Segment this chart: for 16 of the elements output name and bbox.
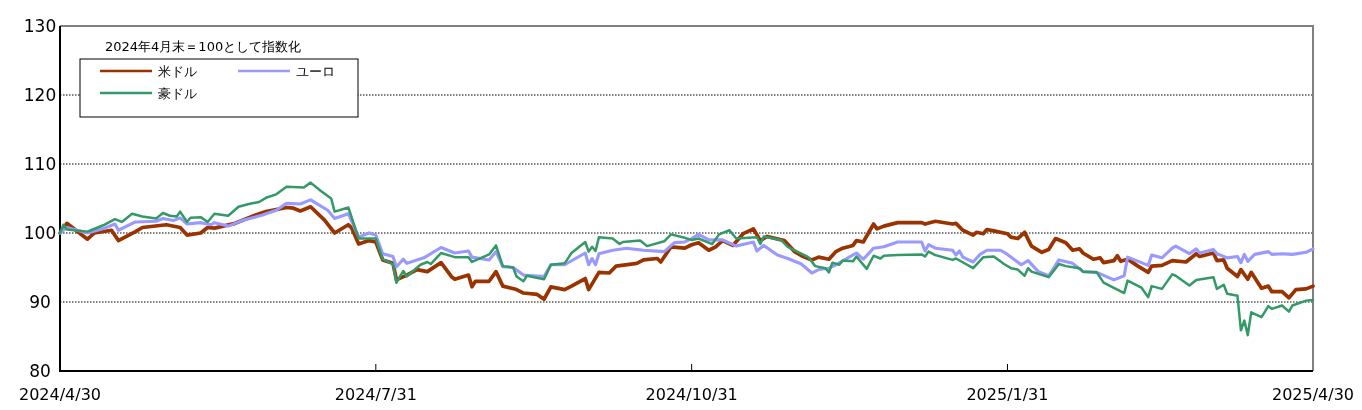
y-tick-label: 110	[23, 154, 57, 174]
x-tick-label: 2025/4/30	[1271, 385, 1355, 404]
x-tick-label: 2024/7/31	[334, 385, 417, 404]
x-tick-label: 2024/10/31	[645, 385, 738, 404]
legend-label: 米ドル	[158, 64, 197, 79]
x-tick-label: 2025/1/31	[966, 385, 1049, 404]
annotation: 2024年4月末＝100として指数化	[105, 39, 302, 54]
y-tick-label: 90	[29, 292, 51, 312]
y-tick-label: 80	[29, 361, 51, 381]
y-tick-label: 120	[23, 85, 57, 105]
legend-label: ユーロ	[296, 64, 335, 79]
line-series	[58, 181, 1315, 337]
y-tick-label: 100	[23, 223, 57, 243]
y-tick-label: 130	[23, 16, 57, 36]
x-tick-label: 2024/4/30	[18, 385, 102, 404]
legend-label: 豪ドル	[158, 86, 197, 101]
